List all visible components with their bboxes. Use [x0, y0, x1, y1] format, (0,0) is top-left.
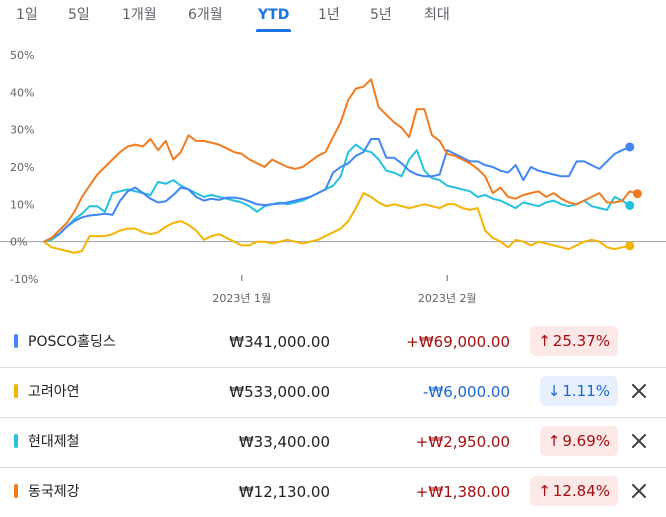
arrow-up-icon: ↑ [538, 482, 551, 500]
y-tick-label: 40% [10, 86, 34, 99]
arrow-up-icon: ↑ [547, 432, 561, 450]
tab-2[interactable]: 5일 [68, 7, 90, 23]
series-color-swatch [14, 384, 18, 398]
y-tick-label: 20% [10, 161, 34, 174]
percent-value: 9.69% [562, 432, 610, 450]
tab-6[interactable]: 1년 [318, 7, 340, 23]
stock-name[interactable]: POSCO홀딩스 [28, 334, 116, 350]
series-end-point-2 [625, 241, 635, 251]
series-line-4 [43, 78, 638, 243]
x-tick-label: 2023년 2월 [418, 292, 477, 305]
stock-price: ₩12,130.00 [238, 483, 330, 501]
tab-8[interactable]: 최대 [424, 7, 450, 23]
stock-row[interactable]: 현대제철 ₩33,400.00 +₩2,950.00 ↑ 9.69% [0, 418, 666, 468]
series-end-point-3 [625, 200, 635, 210]
series-color-swatch [14, 484, 18, 498]
stock-change: -₩6,000.00 [422, 383, 510, 401]
stock-change: +₩69,000.00 [406, 333, 510, 351]
percent-change-badge: ↑ 9.69% [539, 426, 618, 456]
comparison-list: POSCO홀딩스 ₩341,000.00 +₩69,000.00 ↑ 25.37% 고려아… [0, 318, 666, 517]
stock-row[interactable]: 동국제강 ₩12,130.00 +₩1,380.00 ↑ 12.84% [0, 468, 666, 517]
percent-change-badge: ↑ 25.37% [530, 326, 618, 356]
percent-value: 25.37% [552, 332, 610, 350]
stock-change: +₩2,950.00 [415, 433, 510, 451]
percent-value: 1.11% [562, 382, 610, 400]
arrow-down-icon: ↓ [547, 382, 561, 400]
series-line-2 [43, 192, 630, 254]
time-range-tabs: 1일 5일 1개월 6개월 YTD 1년 5년 최대 [0, 0, 666, 38]
tab-5[interactable]: YTD [256, 6, 292, 32]
percent-value: 12.84% [552, 482, 610, 500]
remove-comparison-close-icon[interactable] [628, 380, 650, 402]
y-tick-label: 30% [10, 124, 34, 137]
stock-name[interactable]: 현대제철 [28, 434, 80, 450]
series-color-swatch [14, 434, 18, 448]
stock-name[interactable]: 고려아연 [28, 384, 80, 400]
percent-change-badge: ↓ 1.11% [539, 376, 618, 406]
price-chart: 50% 40% 30% 20% 10% 0% -10% 2023년 1월 2023년 2월 [0, 49, 666, 305]
stock-name[interactable]: 동국제강 [28, 484, 80, 500]
series-line-1 [43, 138, 631, 243]
y-tick-label: 50% [10, 49, 34, 62]
tab-7[interactable]: 5년 [370, 7, 392, 23]
y-tick-label: -10% [10, 273, 38, 286]
tab-1[interactable]: 1일 [16, 7, 38, 23]
tab-3[interactable]: 1개월 [122, 7, 157, 23]
stock-price: ₩33,400.00 [238, 433, 330, 451]
arrow-up-icon: ↑ [538, 332, 551, 350]
stock-price: ₩533,000.00 [229, 383, 330, 401]
series-end-point-4 [632, 189, 642, 199]
series-color-swatch [14, 334, 18, 348]
stock-price: ₩341,000.00 [229, 333, 330, 351]
remove-comparison-close-icon[interactable] [628, 430, 650, 452]
y-tick-label: 0% [10, 236, 27, 249]
x-tick-label: 2023년 1월 [212, 292, 271, 305]
remove-comparison-close-icon[interactable] [628, 480, 650, 502]
y-tick-label: 10% [10, 198, 34, 211]
percent-change-badge: ↑ 12.84% [530, 476, 618, 506]
stock-row[interactable]: POSCO홀딩스 ₩341,000.00 +₩69,000.00 ↑ 25.37% [0, 318, 666, 368]
tab-4[interactable]: 6개월 [188, 7, 223, 23]
stock-row[interactable]: 고려아연 ₩533,000.00 -₩6,000.00 ↓ 1.11% [0, 368, 666, 418]
stock-change: +₩1,380.00 [415, 483, 510, 501]
series-end-point-1 [625, 142, 635, 152]
